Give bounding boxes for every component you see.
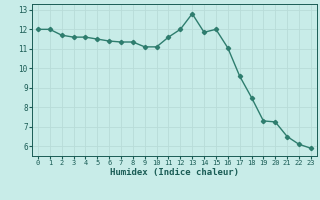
X-axis label: Humidex (Indice chaleur): Humidex (Indice chaleur)	[110, 168, 239, 177]
